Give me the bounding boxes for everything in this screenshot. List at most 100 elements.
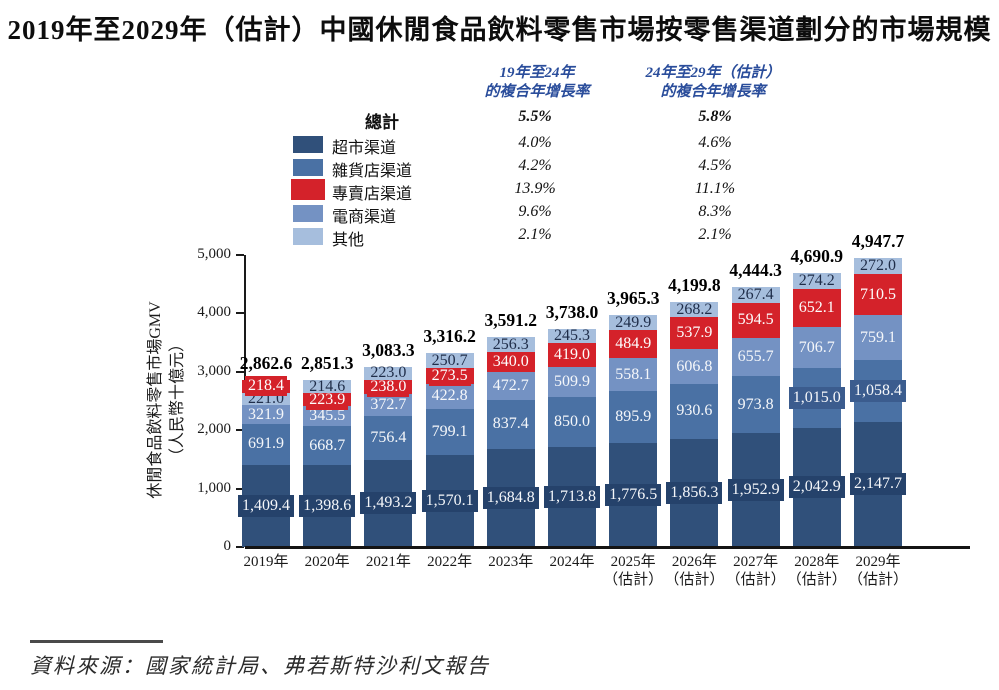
cagr-header-19-24-line2: 的複合年增長率 bbox=[484, 84, 590, 100]
y-axis-tick bbox=[236, 429, 244, 432]
y-axis-tick bbox=[236, 254, 244, 256]
y-axis-title: 休閒食品飲料零售市場GMV （人民幣十億元） bbox=[145, 250, 191, 550]
bar-segment-value: 509.9 bbox=[554, 373, 590, 391]
bar-segment-value: 558.1 bbox=[615, 365, 652, 383]
bar-segment-value: 1,570.1 bbox=[421, 490, 478, 513]
bar-segment-其他: 223.0 bbox=[364, 365, 413, 381]
bar-segment-value: 214.6 bbox=[309, 377, 346, 395]
bar-segment-value: 2,147.7 bbox=[850, 473, 906, 496]
bar-total-label: 3,316.2 bbox=[423, 326, 476, 347]
y-axis-tick-label: 3,000 bbox=[197, 362, 231, 379]
legend-cagr-19-24: 4.2% bbox=[518, 157, 552, 174]
bar-total-label: 3,965.3 bbox=[606, 288, 660, 309]
legend-cagr-24-29: 2.1% bbox=[698, 226, 732, 243]
bar-segment-電商渠道: 606.8 bbox=[670, 348, 719, 385]
source-note: 資料來源：國家統計局、弗若斯特沙利文報告 bbox=[30, 654, 490, 678]
y-axis-tick bbox=[236, 546, 244, 548]
bar-segment-電商渠道: 509.9 bbox=[548, 367, 596, 398]
bar-segment-超市渠道: 1,684.8 bbox=[482, 448, 539, 547]
bar-segment-value: 1,713.8 bbox=[544, 485, 600, 508]
bar-segment-value: 691.9 bbox=[248, 435, 284, 453]
x-axis-label-estimate: （估計） bbox=[603, 572, 664, 588]
bar-segment-專賣店渠道: 419.0 bbox=[548, 343, 596, 368]
bar-segment-value: 973.8 bbox=[737, 395, 774, 413]
bar-segment-專賣店渠道: 710.5 bbox=[854, 273, 902, 316]
bar-segment-value: 655.7 bbox=[737, 347, 774, 365]
x-axis-label-year: 2029年 bbox=[855, 554, 901, 570]
total-cagr-19-24: 5.5% bbox=[518, 108, 552, 125]
bar-segment-超市渠道: 1,713.8 bbox=[544, 446, 600, 547]
bar-segment-value: 223.9 bbox=[306, 389, 349, 410]
bar-segment-專賣店渠道: 594.5 bbox=[731, 303, 780, 338]
bar-segment-雜貨店渠道: 799.1 bbox=[425, 408, 474, 456]
y-axis-tick-label: 0 bbox=[223, 538, 232, 554]
x-axis-label-estimate: （估計） bbox=[786, 572, 847, 588]
bar-segment-雜貨店渠道: 973.8 bbox=[731, 376, 780, 433]
bar-segment-value: 606.8 bbox=[676, 357, 713, 375]
bar-segment-超市渠道: 1,409.4 bbox=[238, 464, 294, 547]
bar-segment-電商渠道: 558.1 bbox=[609, 358, 658, 391]
bar-segment-value: 537.9 bbox=[673, 323, 716, 344]
bar-segment-電商渠道: 422.8 bbox=[425, 383, 474, 409]
bar-segment-超市渠道: 1,570.1 bbox=[421, 455, 478, 547]
x-axis-label-year: 2027年 bbox=[733, 554, 779, 570]
x-axis-label: 2022年 bbox=[415, 553, 485, 571]
x-axis-label-estimate: （估計） bbox=[725, 572, 786, 588]
bar-total-label: 4,947.7 bbox=[851, 231, 905, 252]
bar-segment-雜貨店渠道: 895.9 bbox=[609, 390, 658, 444]
bar-segment-專賣店渠道: 273.5 bbox=[425, 365, 474, 386]
y-axis-tick-label: 5,000 bbox=[197, 246, 231, 262]
legend-cagr-19-24: 4.0% bbox=[518, 134, 552, 151]
bar-segment-電商渠道: 472.7 bbox=[486, 372, 535, 400]
x-axis-label-year: 2028年 bbox=[794, 554, 840, 570]
cagr-header-24-29-line1: 24年至29年（估計） bbox=[645, 65, 781, 81]
x-axis-label-year: 2022年 bbox=[427, 554, 473, 570]
bar-segment-value: 1,952.9 bbox=[727, 478, 784, 501]
legend-cagr-19-24: 9.6% bbox=[518, 203, 552, 220]
bar-segment-超市渠道: 1,952.9 bbox=[727, 432, 784, 547]
x-axis-label: 2028年 （估計） bbox=[782, 553, 852, 589]
cagr-header-19-24: 19年至24年 的複合年增長率 bbox=[442, 64, 632, 102]
legend-item-label: 超市渠道 bbox=[332, 140, 397, 157]
bar-segment-雜貨店渠道: 756.4 bbox=[364, 415, 413, 460]
bar-segment-value: 759.1 bbox=[860, 328, 896, 346]
bar-segment-value: 422.8 bbox=[431, 387, 468, 405]
bar-segment-value: 710.5 bbox=[857, 284, 899, 305]
bar-segment-雜貨店渠道: 837.4 bbox=[486, 399, 535, 449]
x-axis-label-year: 2023年 bbox=[488, 554, 534, 570]
bar-segment-value: 419.0 bbox=[551, 345, 593, 366]
bar-segment-專賣店渠道: 223.9 bbox=[303, 389, 352, 410]
bar-segment-value: 272.0 bbox=[860, 256, 896, 274]
bar-segment-value: 249.9 bbox=[615, 313, 652, 331]
bar-segment-value: 268.2 bbox=[676, 300, 713, 318]
bar-segment-value: 274.2 bbox=[798, 272, 835, 290]
bar-segment-專賣店渠道: 238.0 bbox=[364, 376, 413, 397]
bar-segment-value: 930.6 bbox=[676, 402, 713, 420]
legend-swatch-1 bbox=[293, 136, 323, 153]
x-axis-label: 2020年 bbox=[292, 553, 362, 571]
bar-segment-其他: 268.2 bbox=[670, 300, 719, 318]
legend-item-label: 雜貨店渠道 bbox=[332, 163, 413, 180]
legend-cagr-19-24: 2.1% bbox=[518, 226, 552, 243]
bar-total-label: 2,862.6 bbox=[239, 352, 293, 373]
x-axis-label: 2026年 （估計） bbox=[659, 553, 729, 589]
bar-total-label: 4,444.3 bbox=[729, 260, 782, 281]
bar-segment-雜貨店渠道: 850.0 bbox=[548, 397, 596, 447]
bar-segment-超市渠道: 1,856.3 bbox=[666, 438, 723, 547]
bar-segment-value: 1,684.8 bbox=[482, 486, 539, 509]
legend-item-label: 電商渠道 bbox=[332, 209, 397, 226]
bar-segment-其他: 214.6 bbox=[303, 377, 352, 395]
x-axis-label: 2023年 bbox=[476, 553, 546, 571]
bar-segment-電商渠道: 345.5 bbox=[303, 406, 352, 427]
bar-segment-value: 594.5 bbox=[734, 310, 777, 331]
bar-segment-value: 2,042.9 bbox=[788, 476, 845, 499]
bar-segment-value: 472.7 bbox=[492, 376, 529, 394]
bar-segment-value: 250.7 bbox=[431, 351, 468, 369]
x-axis-label-year: 2026年 bbox=[671, 554, 717, 570]
bar-segment-電商渠道: 706.7 bbox=[792, 327, 841, 369]
bar-segment-其他: 272.0 bbox=[854, 256, 902, 274]
bar-segment-超市渠道: 2,147.7 bbox=[850, 421, 906, 547]
page-title: 2019年至2029年（估計）中國休閒食品飲料零售市場按零售渠道劃分的市場規模 bbox=[7, 15, 992, 45]
bar-segment-電商渠道: 372.7 bbox=[364, 393, 413, 416]
x-axis-label: 2021年 bbox=[353, 553, 423, 571]
